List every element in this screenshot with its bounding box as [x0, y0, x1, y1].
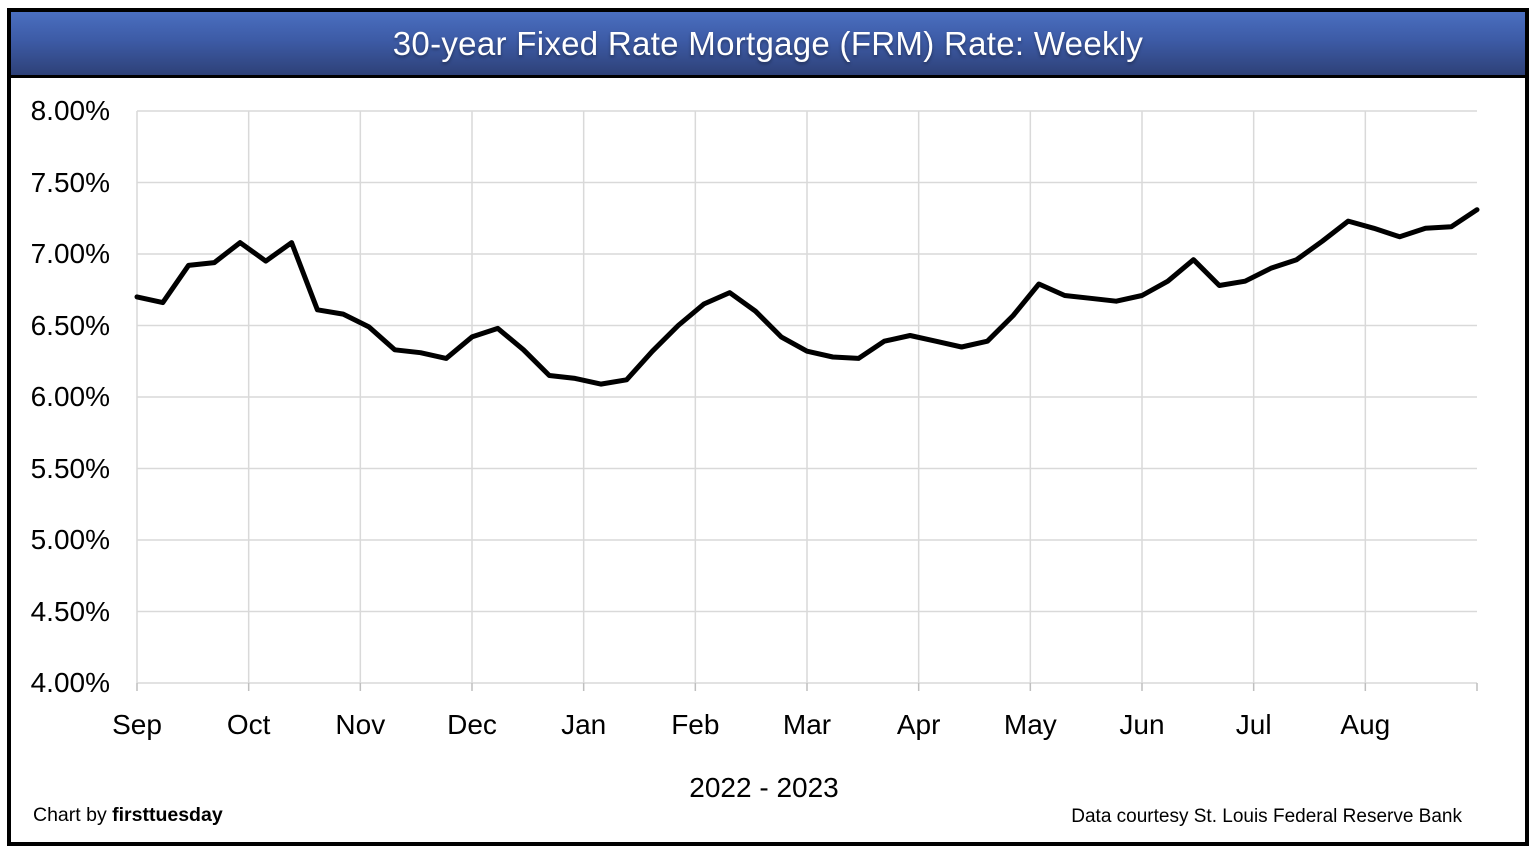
credit-prefix: Chart by [33, 804, 113, 826]
x-tick-label: Jan [561, 709, 607, 740]
x-axis-title: 2022 - 2023 [689, 772, 839, 803]
y-tick-label: 6.00% [30, 381, 110, 412]
credit-brand: firsttuesday [112, 804, 223, 826]
y-tick-label: 5.00% [30, 524, 110, 555]
x-tick-label: Nov [335, 709, 386, 740]
y-tick-label: 5.50% [30, 452, 110, 484]
y-tick-label: 7.50% [30, 166, 110, 198]
y-tick-label: 4.50% [30, 595, 110, 627]
x-tick-label: May [1003, 709, 1057, 740]
x-tick-label: Dec [447, 709, 497, 740]
gridlines [136, 110, 1477, 684]
x-tick-label: Feb [671, 709, 720, 740]
x-tick-label: Mar [782, 709, 832, 740]
courtesy-text: Data courtesy St. Louis Federal Reserve … [1071, 806, 1462, 827]
x-tick-label: Oct [226, 709, 271, 740]
frm-rate-line [134, 207, 1480, 387]
x-tick-label: Jul [1235, 709, 1272, 740]
title-bar: 30-year Fixed Rate Mortgage (FRM) Rate: … [11, 12, 1525, 78]
y-tick-label: 4.00% [30, 667, 110, 698]
chart-title: 30-year Fixed Rate Mortgage (FRM) Rate: … [392, 24, 1144, 62]
y-tick-label: 7.00% [30, 238, 110, 269]
credit-text: Chart by firsttuesday [33, 804, 223, 827]
x-tick-label: Apr [896, 709, 941, 740]
axis-ticks [136, 683, 1478, 691]
x-tick-label: Aug [1340, 709, 1391, 740]
x-tick-label: Jun [1119, 709, 1165, 740]
x-tick-label: Sep [112, 709, 162, 740]
y-tick-label: 6.50% [30, 309, 110, 341]
y-tick-label: 8.00% [30, 95, 110, 126]
